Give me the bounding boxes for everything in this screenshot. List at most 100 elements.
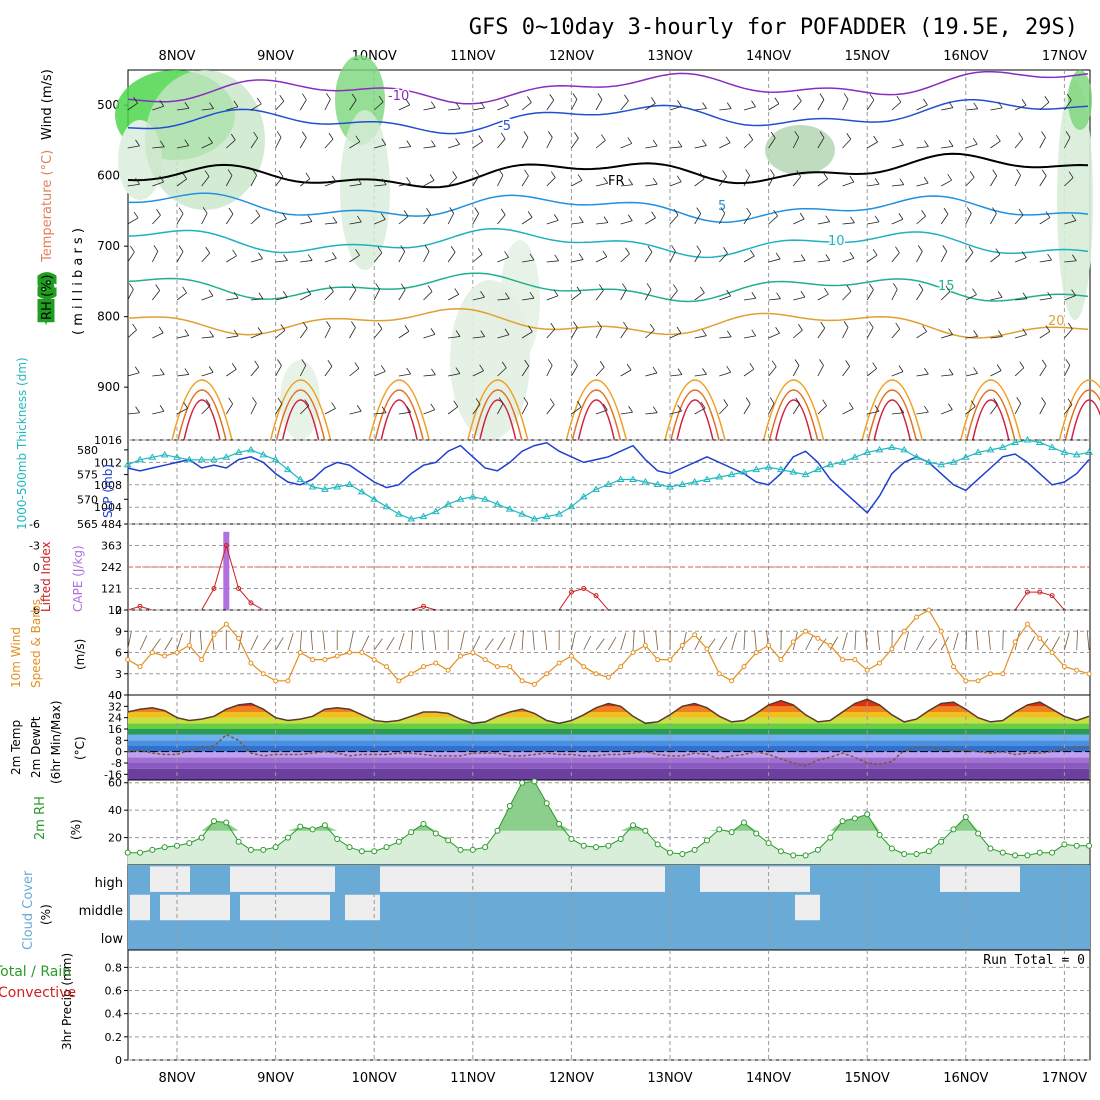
- thickness-point: [801, 470, 810, 478]
- wind-barb-flag: [769, 169, 775, 176]
- thickness-point: [555, 510, 563, 517]
- wind-barb-flag: [872, 248, 878, 256]
- wind-barb-flag: [159, 140, 165, 148]
- wind-barb-flag: [1018, 132, 1024, 139]
- wind-barb: [669, 214, 679, 225]
- wind-barb-flag: [377, 246, 383, 254]
- wind10m-barb: [421, 630, 424, 651]
- wind-barb-flag: [622, 283, 627, 290]
- wind10m-barb: [373, 638, 383, 651]
- wind-barb-flag: [650, 323, 655, 331]
- wind-barb-flag: [968, 246, 974, 253]
- wind-barb-flag: [820, 321, 826, 329]
- isotherm-arc: [966, 389, 1016, 441]
- wind-barb: [792, 100, 802, 111]
- wind-barb-flag: [381, 138, 387, 146]
- wind-barb-flag: [455, 102, 461, 110]
- wind-barb: [324, 181, 337, 187]
- wind-barb-flag: [475, 398, 481, 405]
- wind-barb-flag: [504, 328, 510, 335]
- wind-barb-flag: [208, 289, 214, 297]
- wind10m-barb: [731, 632, 738, 651]
- wind-barb: [817, 178, 828, 187]
- wind-barb-flag: [231, 363, 237, 370]
- wind-barb-flag: [794, 359, 800, 366]
- wind10m-speed-point: [371, 657, 377, 663]
- wind-barb: [226, 106, 238, 111]
- wind-barb-flag: [329, 285, 334, 292]
- wind10m-speed-point: [1037, 635, 1043, 641]
- wind-barb-flag: [406, 405, 412, 413]
- wind-barb-flag: [646, 283, 652, 290]
- wind-barb-flag: [477, 248, 483, 255]
- wind-barb: [374, 219, 386, 225]
- rh2m-point: [556, 820, 563, 827]
- wind-barb-flag: [769, 397, 775, 404]
- wind-barb-flag: [132, 323, 137, 331]
- wind-barb: [1039, 175, 1047, 187]
- isotherm-arc: [774, 399, 813, 441]
- wind-barb-flag: [825, 254, 831, 261]
- cloud-unit: (%): [39, 904, 53, 925]
- wind10m-speed-point: [236, 635, 242, 641]
- wind-barb-flag: [848, 402, 854, 409]
- lifted-index-point: [211, 586, 217, 591]
- wind-barb-flag: [1045, 211, 1051, 218]
- wind-barb: [842, 291, 852, 301]
- rh2m-point: [408, 829, 415, 836]
- wind10m-speed-point: [704, 646, 710, 652]
- wind-barb: [374, 412, 387, 415]
- thickness-point: [986, 445, 995, 453]
- wind10m-barb: [1051, 636, 1060, 651]
- wind-barb-flag: [375, 283, 380, 290]
- wind-barb: [571, 138, 579, 149]
- wind-barb: [768, 366, 777, 377]
- y-tick-label: 500: [97, 98, 120, 112]
- wind-barb: [595, 99, 603, 111]
- wind-barb-flag: [1072, 254, 1077, 261]
- wind10m-barb: [620, 632, 627, 651]
- wind-barb-flag: [452, 171, 457, 178]
- temp-band: [128, 757, 1090, 763]
- temp2m-label2: 2m DewPt: [29, 716, 43, 778]
- rh2m-point: [925, 848, 932, 855]
- wind-barb-flag: [547, 131, 553, 138]
- wind-barb: [1014, 334, 1027, 339]
- thickness-point: [653, 480, 662, 487]
- cloud-clear-patch: [160, 894, 230, 921]
- wind-barb-flag: [603, 403, 608, 411]
- temp-band: [128, 712, 1090, 718]
- rh2m-point: [864, 811, 871, 818]
- isotherm-arc: [374, 389, 424, 441]
- wind10m-speed-point: [137, 664, 143, 670]
- wind10m-speed-point: [494, 664, 500, 670]
- wind-barb-flag: [726, 365, 732, 373]
- wind10m-speed-point: [1000, 671, 1006, 677]
- wind-barb: [743, 335, 756, 339]
- rh2m-point: [174, 842, 180, 849]
- wind-barb-flag: [970, 400, 976, 407]
- wind-barb-flag: [252, 397, 257, 404]
- wind-barb-flag: [529, 253, 535, 261]
- wind10m-speed-point: [322, 657, 328, 663]
- wind-barb-flag: [278, 170, 284, 177]
- thickness-point: [690, 478, 699, 485]
- wind-barb-flag: [254, 360, 260, 368]
- wind-barb: [472, 107, 485, 111]
- wind-barb-flag: [523, 131, 529, 138]
- wind-barb-flag: [327, 360, 333, 367]
- rh-shading: [1068, 70, 1092, 130]
- wind-barb: [965, 108, 978, 111]
- y-tick-label: 0.8: [105, 961, 123, 974]
- rh2m-point: [667, 849, 673, 856]
- wind-barb: [842, 222, 855, 225]
- wind-barb-flag: [775, 327, 780, 334]
- thickness-point: [530, 515, 539, 522]
- rh2m-point: [272, 844, 279, 851]
- wind-barb-flag: [1068, 171, 1074, 178]
- y-tick-label: 12: [108, 604, 122, 617]
- wind-barb-flag: [923, 98, 928, 106]
- rh2m-point: [223, 819, 230, 826]
- wind-barb-flag: [750, 249, 755, 257]
